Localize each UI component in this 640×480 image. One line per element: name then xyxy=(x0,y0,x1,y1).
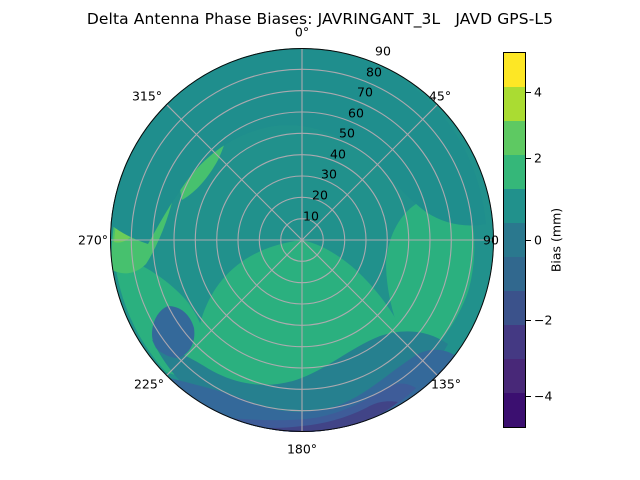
polar-data-clip xyxy=(110,48,494,432)
polar-axes[interactable]: 0° 45° 90 135° 180° 225° 270° 315° 10 20… xyxy=(78,25,499,457)
colorbar-band xyxy=(504,53,525,87)
r-tick-40: 40 xyxy=(330,146,346,162)
r-tick-70: 70 xyxy=(357,84,373,100)
r-tick-80: 80 xyxy=(366,64,382,80)
colorbar-band xyxy=(504,121,525,155)
r-tick-30: 30 xyxy=(321,166,337,182)
colorbar-band xyxy=(504,257,525,291)
r-tick-60: 60 xyxy=(348,105,364,121)
theta-tick-180: 180° xyxy=(286,441,318,457)
theta-tick-270: 270° xyxy=(77,232,109,248)
colorbar-band xyxy=(504,291,525,325)
r-tick-50: 50 xyxy=(339,125,355,141)
colorbar-band xyxy=(504,359,525,393)
colorbar-tick-label-2: 2 xyxy=(534,150,542,166)
r-tick-10: 10 xyxy=(303,208,319,224)
theta-tick-90: 90 xyxy=(483,232,499,248)
r-tick-90: 90 xyxy=(375,43,391,59)
contour-field-svg xyxy=(110,48,494,432)
colorbar-band xyxy=(504,393,525,427)
theta-tick-0: 0° xyxy=(294,24,310,40)
colorbar-band xyxy=(504,189,525,223)
colorbar-band xyxy=(504,155,525,189)
theta-tick-225: 225° xyxy=(133,376,165,392)
colorbar-axis-label: Bias (mm) xyxy=(548,207,564,273)
colorbar-gradient xyxy=(503,52,526,428)
colorbar-tick-mark xyxy=(526,92,531,93)
theta-tick-45: 45° xyxy=(428,88,452,104)
colorbar-tick-label-minus2: −2 xyxy=(534,312,553,328)
theta-tick-135: 135° xyxy=(430,376,462,392)
chart-title: Delta Antenna Phase Biases: JAVRINGANT_3… xyxy=(86,10,554,28)
colorbar-band xyxy=(504,325,525,359)
r-tick-20: 20 xyxy=(312,187,328,203)
colorbar-tick-mark xyxy=(526,396,531,397)
colorbar-tick-mark xyxy=(526,158,531,159)
colorbar-band xyxy=(504,87,525,121)
colorbar-tick-label-0: 0 xyxy=(534,232,542,248)
colorbar-tick-mark xyxy=(526,320,531,321)
colorbar[interactable]: 4 2 0 −2 −4 xyxy=(503,52,552,428)
contour-field xyxy=(110,48,494,432)
colorbar-tick-label-minus4: −4 xyxy=(534,388,553,404)
theta-tick-315: 315° xyxy=(131,88,163,104)
colorbar-tick-mark xyxy=(526,240,531,241)
colorbar-band xyxy=(504,223,525,257)
colorbar-tick-label-4: 4 xyxy=(534,84,542,100)
